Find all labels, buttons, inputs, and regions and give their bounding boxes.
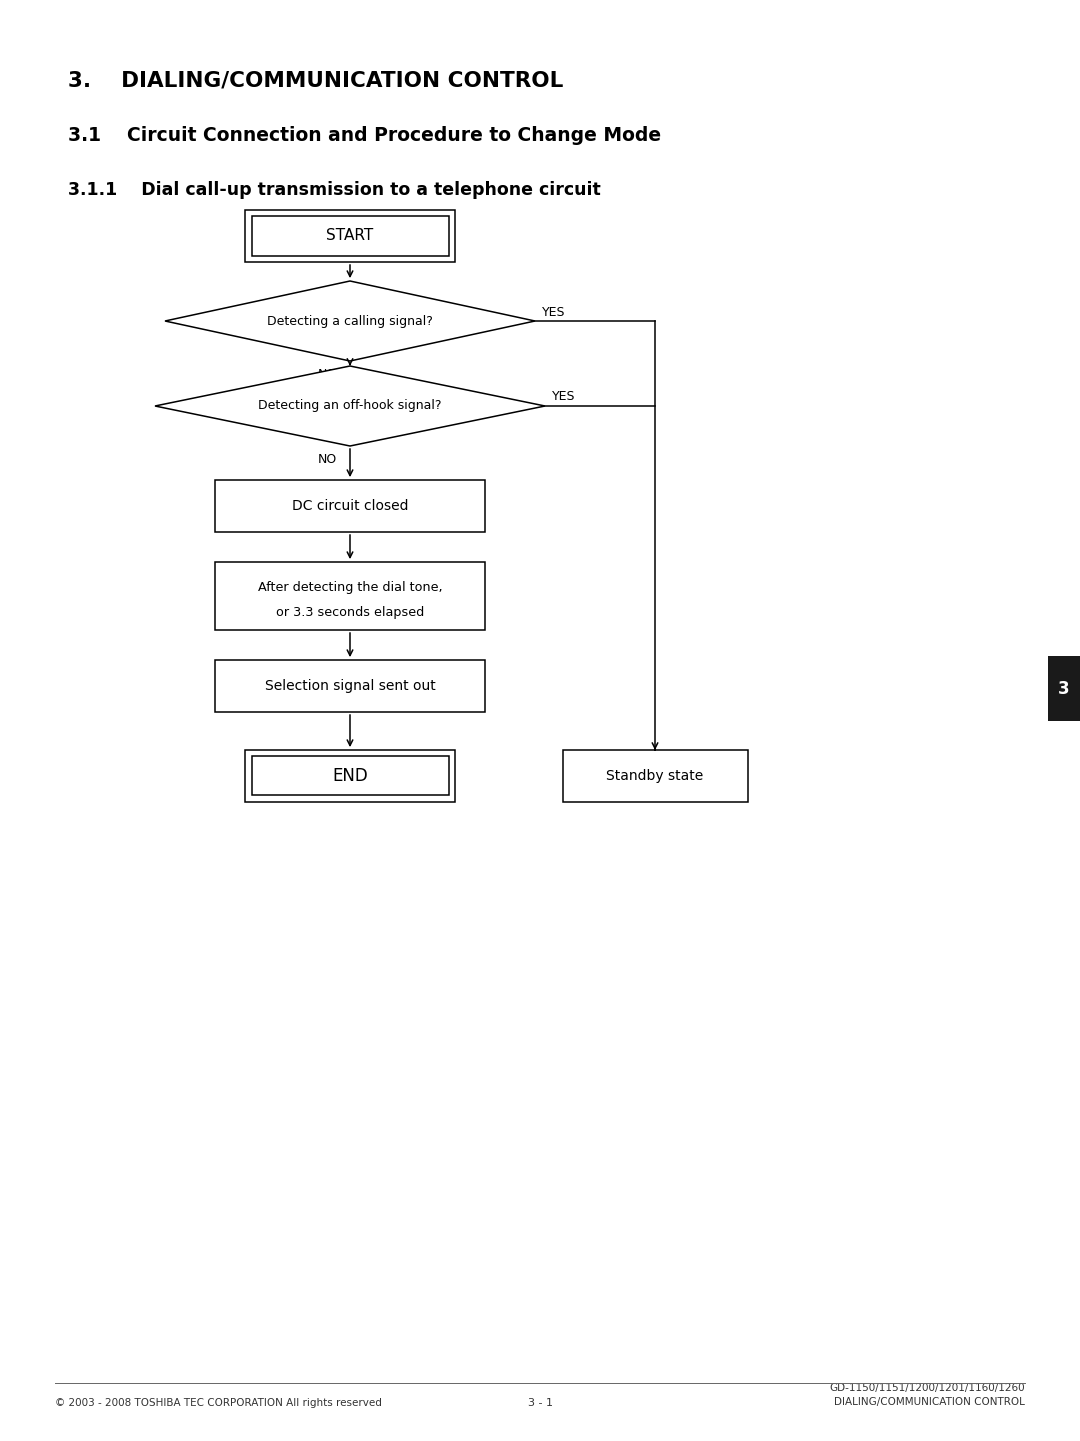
Text: Detecting an off-hook signal?: Detecting an off-hook signal?: [258, 399, 442, 412]
Polygon shape: [165, 281, 535, 362]
Text: 3: 3: [1058, 680, 1070, 697]
Text: After detecting the dial tone,: After detecting the dial tone,: [258, 581, 443, 594]
Text: NO: NO: [318, 452, 337, 465]
Text: NO: NO: [318, 367, 337, 380]
Text: END: END: [333, 767, 368, 785]
Polygon shape: [156, 366, 545, 447]
Bar: [252, 757, 448, 795]
Text: DC circuit closed: DC circuit closed: [292, 499, 408, 513]
Text: 3.1.1    Dial call-up transmission to a telephone circuit: 3.1.1 Dial call-up transmission to a tel…: [68, 182, 600, 199]
Text: 3 - 1: 3 - 1: [527, 1398, 553, 1408]
Text: YES: YES: [542, 305, 566, 318]
Text: © 2003 - 2008 TOSHIBA TEC CORPORATION All rights reserved: © 2003 - 2008 TOSHIBA TEC CORPORATION Al…: [55, 1398, 382, 1408]
Text: 3.    DIALING/COMMUNICATION CONTROL: 3. DIALING/COMMUNICATION CONTROL: [68, 71, 564, 91]
Bar: [215, 562, 485, 630]
Text: Standby state: Standby state: [606, 769, 704, 782]
Bar: [245, 749, 455, 803]
Text: Detecting a calling signal?: Detecting a calling signal?: [267, 314, 433, 327]
Bar: [245, 210, 455, 262]
Bar: [215, 480, 485, 532]
Bar: [215, 660, 485, 712]
Text: or 3.3 seconds elapsed: or 3.3 seconds elapsed: [275, 605, 424, 618]
Text: Selection signal sent out: Selection signal sent out: [265, 679, 435, 693]
Text: YES: YES: [552, 391, 576, 403]
Bar: [252, 216, 448, 255]
Text: START: START: [326, 229, 374, 244]
Text: 3.1    Circuit Connection and Procedure to Change Mode: 3.1 Circuit Connection and Procedure to …: [68, 125, 661, 146]
Bar: [563, 749, 747, 803]
Text: GD-1150/1151/1200/1201/1160/1260
DIALING/COMMUNICATION CONTROL: GD-1150/1151/1200/1201/1160/1260 DIALING…: [829, 1383, 1025, 1406]
Bar: [1048, 656, 1080, 720]
